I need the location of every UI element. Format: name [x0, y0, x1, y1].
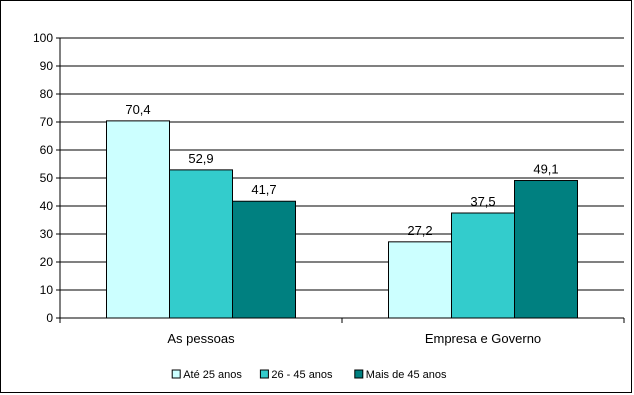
data-label: 70,4 — [125, 102, 150, 117]
y-tick-label: 0 — [46, 311, 53, 325]
bar-2-1 — [514, 180, 578, 319]
bar-0-0 — [106, 120, 170, 319]
y-tick-label: 50 — [40, 171, 54, 185]
y-tick-label: 60 — [40, 143, 54, 157]
category-label: As pessoas — [167, 331, 235, 346]
y-tick-label: 20 — [40, 255, 54, 269]
legend-label: Mais de 45 anos — [366, 369, 447, 381]
data-label: 41,7 — [251, 182, 276, 197]
legend-swatch-1 — [259, 369, 269, 379]
bar-0-1 — [388, 241, 452, 319]
data-label: 52,9 — [188, 151, 213, 166]
bar-1-1 — [451, 212, 515, 319]
y-tick-label: 70 — [40, 115, 54, 129]
data-label: 37,5 — [470, 194, 495, 209]
y-tick-label: 40 — [40, 199, 54, 213]
category-label: Empresa e Governo — [425, 331, 541, 346]
y-tick-label: 30 — [40, 227, 54, 241]
y-tick-label: 10 — [40, 283, 54, 297]
y-tick-label: 80 — [40, 87, 54, 101]
y-tick-label: 90 — [40, 59, 54, 73]
legend-label: 26 - 45 anos — [271, 369, 333, 381]
data-label: 27,2 — [407, 223, 432, 238]
legend-swatch-2 — [354, 369, 364, 379]
bar-1-0 — [169, 169, 233, 319]
y-tick-label: 100 — [33, 31, 53, 45]
data-label: 49,1 — [533, 162, 558, 177]
legend-swatch-0 — [171, 369, 181, 379]
legend-label: Até 25 anos — [183, 369, 242, 381]
bar-2-0 — [232, 200, 296, 319]
